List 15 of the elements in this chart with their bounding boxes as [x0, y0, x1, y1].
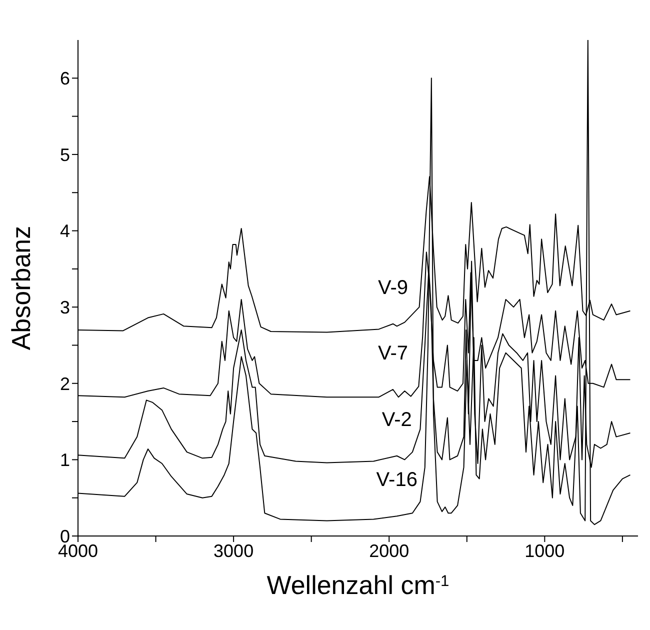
- y-tick-label: 3: [60, 297, 70, 318]
- y-axis-title: Absorbanz: [6, 226, 36, 350]
- series-label: V-2: [382, 408, 412, 431]
- series-label: V-7: [378, 342, 408, 364]
- series-label: V-9: [378, 276, 408, 299]
- x-axis-title: Wellenzahl cm$^{-1}$: [266, 570, 450, 600]
- x-tick-label: 2000: [369, 540, 410, 561]
- x-tick-label: 1000: [524, 540, 565, 561]
- y-tick-label: 5: [60, 144, 70, 165]
- series-label: V-16: [376, 469, 418, 492]
- y-tick-label: 2: [60, 374, 70, 394]
- y-tick-label: 1: [60, 450, 70, 470]
- x-tick-label: 3000: [214, 540, 254, 561]
- y-tick-label: 6: [60, 68, 70, 89]
- y-tick-label: 4: [60, 221, 70, 242]
